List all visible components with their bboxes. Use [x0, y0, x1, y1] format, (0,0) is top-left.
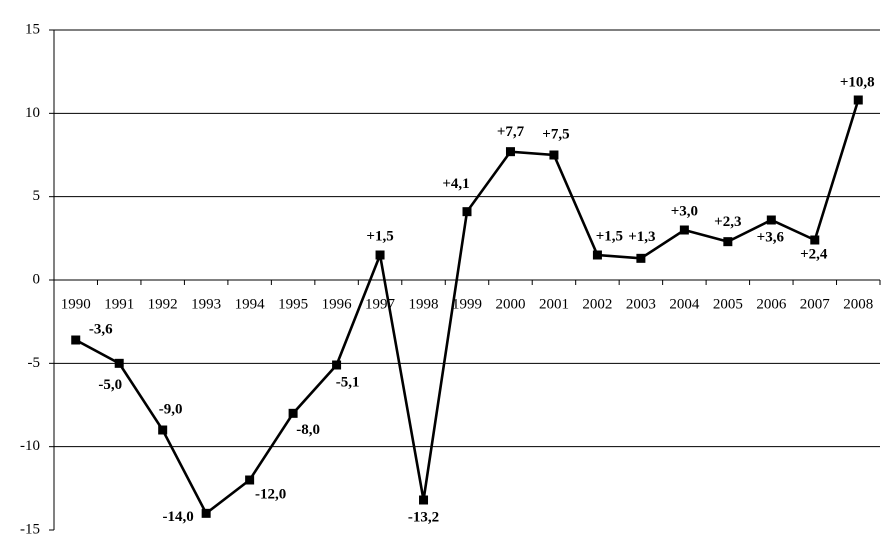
x-tick-labels: 1990 1991 1992 1993 1994 1995 1996 1997 1998 1999…: [61, 296, 874, 312]
data-markers: [71, 95, 863, 518]
data-point-marker: [201, 508, 211, 518]
data-point-marker: [549, 150, 559, 160]
axes: [49, 29, 881, 531]
x-tick-label: 2003: [626, 296, 656, 312]
x-tick-label: 1994: [235, 296, 266, 312]
data-label: +4,1: [442, 176, 469, 192]
x-tick-label: 2002: [582, 296, 612, 312]
x-tick-label: 2001: [539, 296, 569, 312]
data-label: +7,7: [497, 124, 525, 140]
data-labels: -3,6 -5,0 -9,0 -14,0 -12,0 -8,0 -5,1 +1,5 -13,2 +…: [89, 74, 875, 525]
x-tick-label: 1995: [278, 296, 308, 312]
data-label: +10,8: [840, 74, 875, 90]
y-tick-label: 0: [33, 271, 41, 287]
x-tick-label: 2007: [800, 296, 831, 312]
x-tick-label: 1998: [409, 296, 439, 312]
data-point-marker: [288, 408, 298, 418]
x-tick-label: 1990: [61, 296, 91, 312]
data-label: +2,3: [714, 214, 741, 230]
x-tick-label: 1999: [452, 296, 482, 312]
x-tick-label: 2000: [495, 296, 525, 312]
data-point-marker: [71, 335, 81, 345]
data-point-marker: [636, 253, 646, 263]
data-label: -3,6: [89, 321, 113, 337]
y-tick-label: 10: [25, 105, 40, 121]
data-label: +3,6: [757, 229, 785, 245]
data-label: -8,0: [296, 422, 320, 438]
y-tick-labels: 15 10 5 0 -5 -10 -15: [20, 21, 40, 537]
data-point-marker: [462, 207, 472, 217]
data-label: +2,4: [800, 246, 828, 262]
y-tick-label: -15: [20, 521, 40, 537]
gridlines: [54, 29, 880, 448]
x-tick-label: 2008: [843, 296, 873, 312]
x-tick-label: 1996: [322, 296, 353, 312]
data-point-marker: [332, 360, 342, 370]
y-tick-label: -5: [28, 355, 41, 371]
data-point-marker: [245, 475, 255, 485]
data-point-marker: [114, 358, 124, 368]
data-label: +1,5: [596, 228, 623, 244]
data-point-marker: [766, 215, 776, 225]
data-label: +3,0: [671, 203, 698, 219]
data-point-marker: [592, 250, 602, 260]
data-label: -12,0: [255, 486, 286, 502]
data-label: -13,2: [408, 509, 439, 525]
data-label: -5,1: [336, 374, 360, 390]
data-point-marker: [375, 250, 385, 260]
x-tick-label: 1993: [191, 296, 221, 312]
data-label: +7,5: [542, 126, 569, 142]
y-tick-label: 5: [33, 188, 41, 204]
data-point-marker: [810, 235, 820, 245]
y-tick-label: -10: [20, 438, 40, 454]
data-label: -5,0: [98, 377, 122, 393]
data-label: -9,0: [159, 401, 183, 417]
data-point-marker: [419, 495, 429, 505]
x-tick-label: 2006: [756, 296, 787, 312]
y-tick-label: 15: [25, 21, 40, 37]
x-tick-label: 1992: [148, 296, 178, 312]
data-label: +1,3: [628, 229, 655, 245]
x-tick-label: 1991: [104, 296, 134, 312]
data-point-marker: [158, 425, 168, 435]
data-label: -14,0: [163, 509, 194, 525]
data-point-marker: [853, 95, 863, 105]
x-tick-label: 2005: [713, 296, 743, 312]
x-tick-label: 2004: [669, 296, 700, 312]
data-label: +1,5: [366, 228, 393, 244]
data-point-marker: [505, 147, 515, 157]
data-point-marker: [723, 237, 733, 247]
data-point-marker: [679, 225, 689, 235]
